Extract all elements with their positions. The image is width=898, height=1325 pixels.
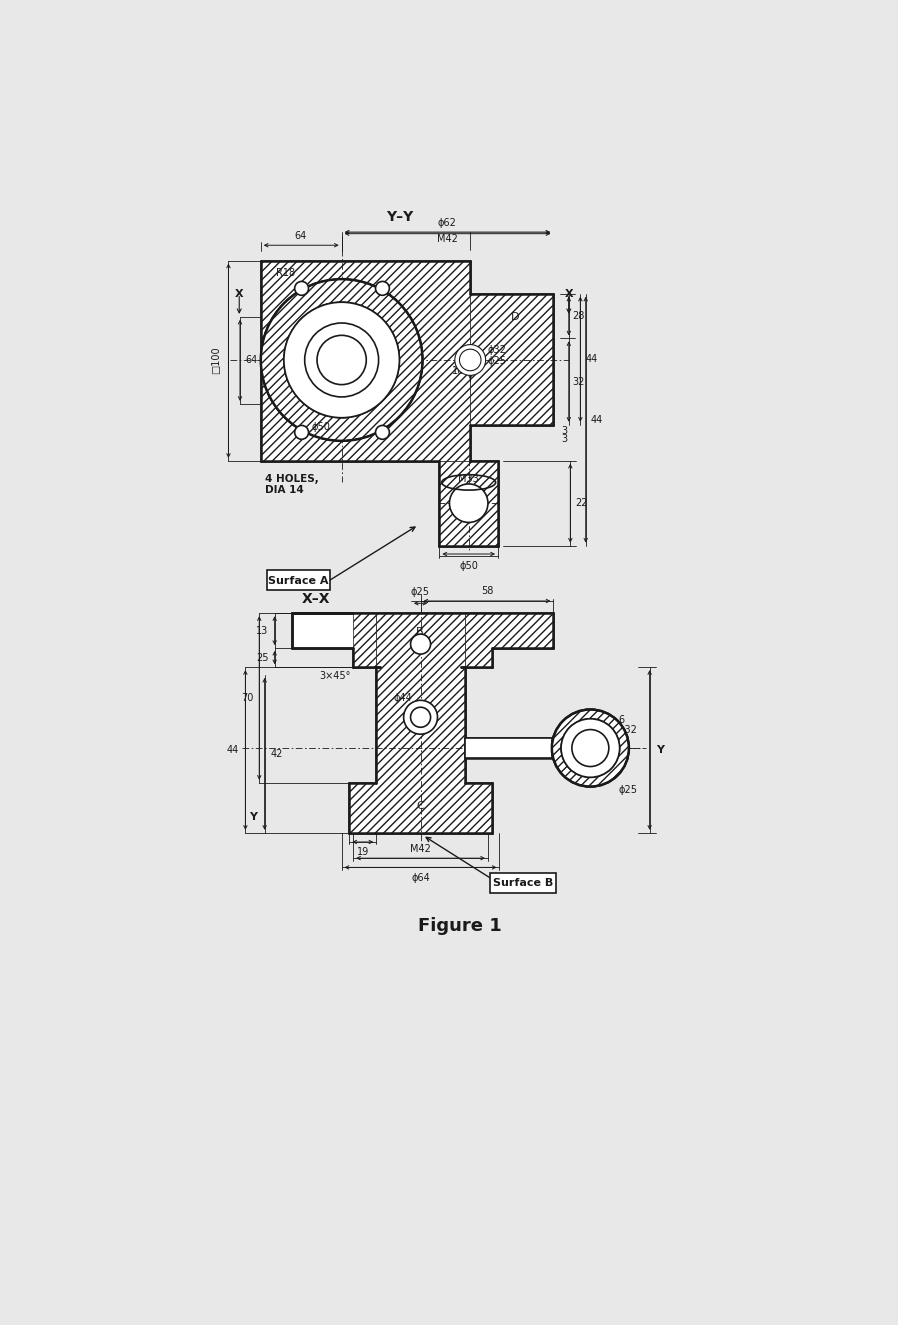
Text: ϕ62: ϕ62: [437, 217, 456, 228]
Text: 44: 44: [590, 415, 603, 424]
Text: Surface B: Surface B: [493, 877, 553, 888]
Circle shape: [403, 701, 437, 734]
Text: M42: M42: [436, 233, 458, 244]
Text: 28: 28: [573, 311, 585, 321]
Text: Y: Y: [249, 812, 257, 823]
Text: ϕ32: ϕ32: [488, 344, 506, 355]
Text: 3×45°: 3×45°: [320, 672, 351, 681]
Text: ϕ32: ϕ32: [619, 725, 638, 735]
Text: 70: 70: [241, 693, 253, 704]
Text: ϕ50: ϕ50: [459, 560, 478, 571]
Polygon shape: [260, 261, 553, 546]
Circle shape: [552, 710, 629, 787]
Circle shape: [572, 730, 609, 767]
Text: ϕ25: ϕ25: [410, 587, 429, 598]
Text: A: A: [465, 485, 472, 496]
Text: 64: 64: [245, 355, 258, 364]
Text: X: X: [235, 289, 243, 298]
Text: 44: 44: [585, 354, 598, 364]
Polygon shape: [439, 461, 498, 546]
Circle shape: [260, 280, 422, 441]
Text: 3: 3: [561, 433, 568, 444]
Text: 44: 44: [227, 745, 239, 755]
Text: R18: R18: [276, 268, 295, 278]
Polygon shape: [461, 613, 553, 668]
Text: ϕ25: ϕ25: [619, 786, 638, 795]
Text: Y–Y: Y–Y: [386, 209, 413, 224]
Circle shape: [449, 484, 488, 522]
Circle shape: [460, 350, 481, 371]
Circle shape: [410, 635, 430, 655]
Polygon shape: [465, 738, 552, 758]
Circle shape: [410, 708, 430, 727]
Text: B: B: [417, 627, 424, 637]
Text: 42: 42: [271, 749, 283, 759]
Text: Figure 1: Figure 1: [418, 917, 502, 935]
Text: ϕ44: ϕ44: [393, 693, 412, 704]
Circle shape: [454, 344, 486, 375]
Text: ϕ50: ϕ50: [581, 743, 600, 753]
Circle shape: [295, 425, 309, 440]
Text: ϕ25: ϕ25: [488, 355, 507, 366]
Circle shape: [561, 718, 620, 778]
Circle shape: [375, 425, 390, 440]
Polygon shape: [292, 613, 380, 668]
Text: 58: 58: [480, 587, 493, 596]
Circle shape: [284, 302, 400, 417]
Text: 22: 22: [575, 498, 587, 509]
Text: ϕ50: ϕ50: [458, 489, 480, 500]
Text: □100: □100: [211, 346, 221, 374]
Text: 25: 25: [256, 653, 269, 662]
Polygon shape: [471, 294, 553, 424]
Text: X–X: X–X: [302, 592, 330, 607]
Text: 19: 19: [357, 847, 369, 856]
Text: M42: M42: [410, 844, 431, 853]
Text: 13: 13: [256, 625, 269, 636]
Text: 6: 6: [458, 347, 464, 356]
Text: M33: M33: [458, 473, 479, 484]
Polygon shape: [349, 613, 492, 832]
Text: 16: 16: [452, 366, 464, 376]
Circle shape: [375, 281, 390, 295]
Polygon shape: [260, 261, 471, 461]
Text: 6: 6: [619, 714, 625, 725]
Text: ϕ64: ϕ64: [411, 873, 430, 882]
Circle shape: [317, 335, 366, 384]
Circle shape: [304, 323, 379, 398]
Text: 3: 3: [561, 425, 568, 436]
Polygon shape: [292, 613, 553, 832]
Text: Y: Y: [656, 745, 664, 755]
FancyBboxPatch shape: [267, 570, 330, 590]
Text: DIA 14: DIA 14: [265, 485, 304, 496]
Text: 64: 64: [295, 231, 307, 241]
Text: Surface A: Surface A: [269, 576, 329, 586]
Circle shape: [295, 281, 309, 295]
Text: D: D: [511, 311, 519, 322]
Text: ϕ50: ϕ50: [312, 421, 330, 432]
FancyBboxPatch shape: [490, 873, 557, 893]
Text: 32: 32: [573, 376, 585, 387]
Text: X: X: [565, 289, 573, 298]
Text: C: C: [417, 800, 424, 811]
Text: 4 HOLES,: 4 HOLES,: [265, 473, 319, 484]
